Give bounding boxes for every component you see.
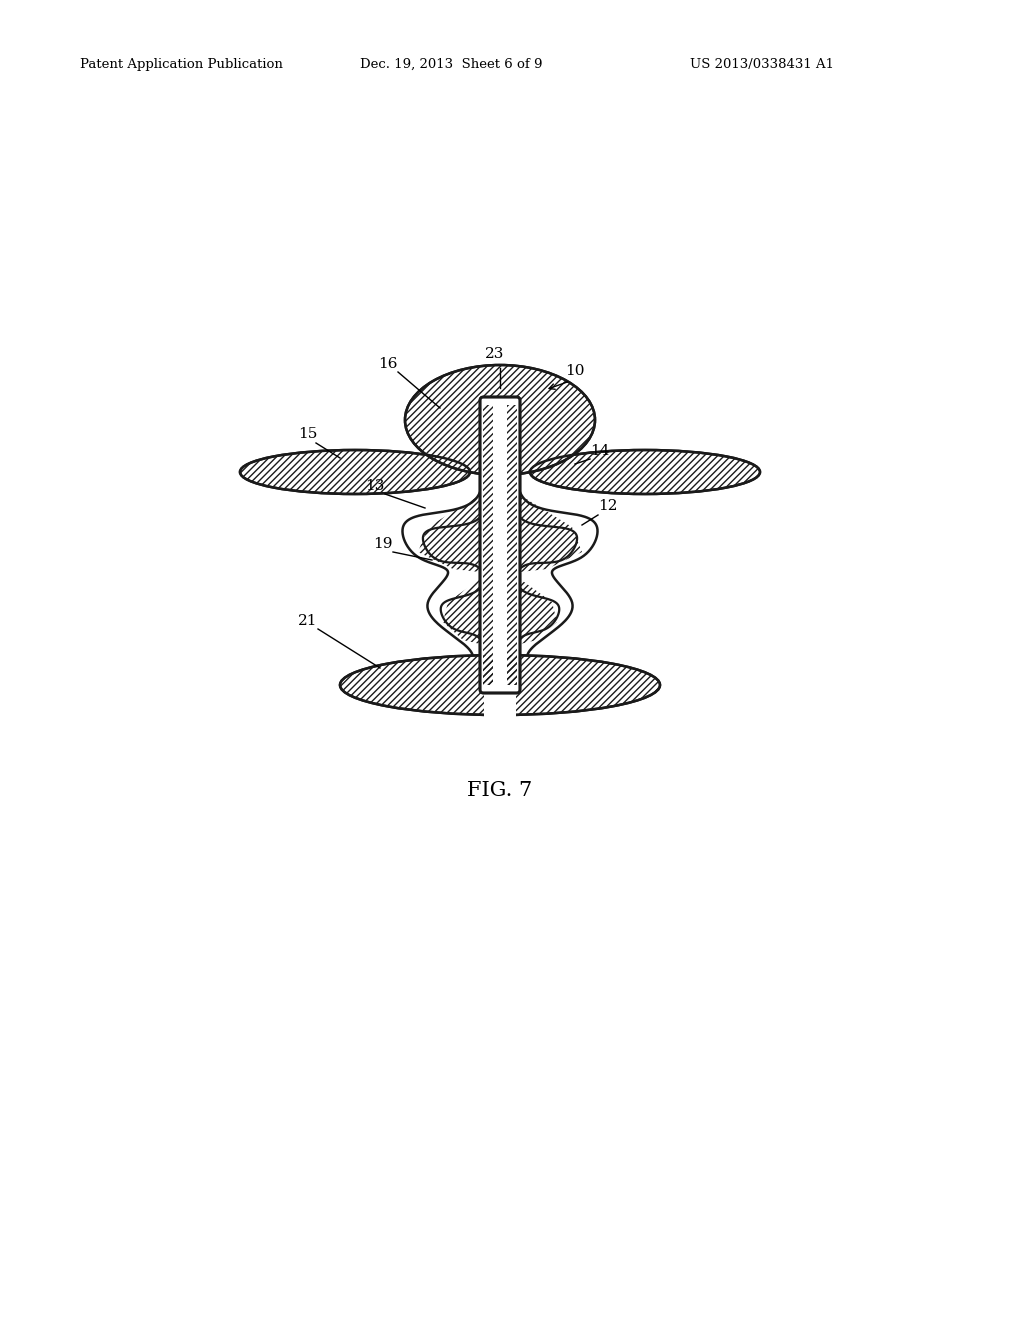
Ellipse shape	[340, 655, 660, 715]
Ellipse shape	[240, 450, 470, 494]
Text: FIG. 7: FIG. 7	[467, 780, 532, 800]
Bar	[483, 405, 493, 685]
Text: Patent Application Publication: Patent Application Publication	[80, 58, 283, 71]
Bar	[483, 655, 493, 685]
Text: 14: 14	[590, 444, 609, 458]
Bar	[507, 405, 517, 685]
Text: 21: 21	[298, 614, 317, 628]
Ellipse shape	[530, 450, 760, 494]
Text: Dec. 19, 2013  Sheet 6 of 9: Dec. 19, 2013 Sheet 6 of 9	[360, 58, 543, 71]
Bar	[484, 649, 516, 719]
Text: 23: 23	[485, 347, 505, 360]
Text: 10: 10	[565, 364, 585, 378]
Text: 16: 16	[378, 356, 397, 371]
Text: 15: 15	[298, 426, 317, 441]
Bar	[507, 655, 517, 685]
Text: 19: 19	[373, 537, 392, 550]
Text: US 2013/0338431 A1: US 2013/0338431 A1	[690, 58, 834, 71]
Bar	[481, 445, 519, 499]
Ellipse shape	[406, 366, 595, 475]
FancyBboxPatch shape	[480, 397, 520, 693]
Text: 12: 12	[598, 499, 617, 513]
Text: 13: 13	[365, 479, 384, 492]
Bar	[484, 399, 516, 453]
